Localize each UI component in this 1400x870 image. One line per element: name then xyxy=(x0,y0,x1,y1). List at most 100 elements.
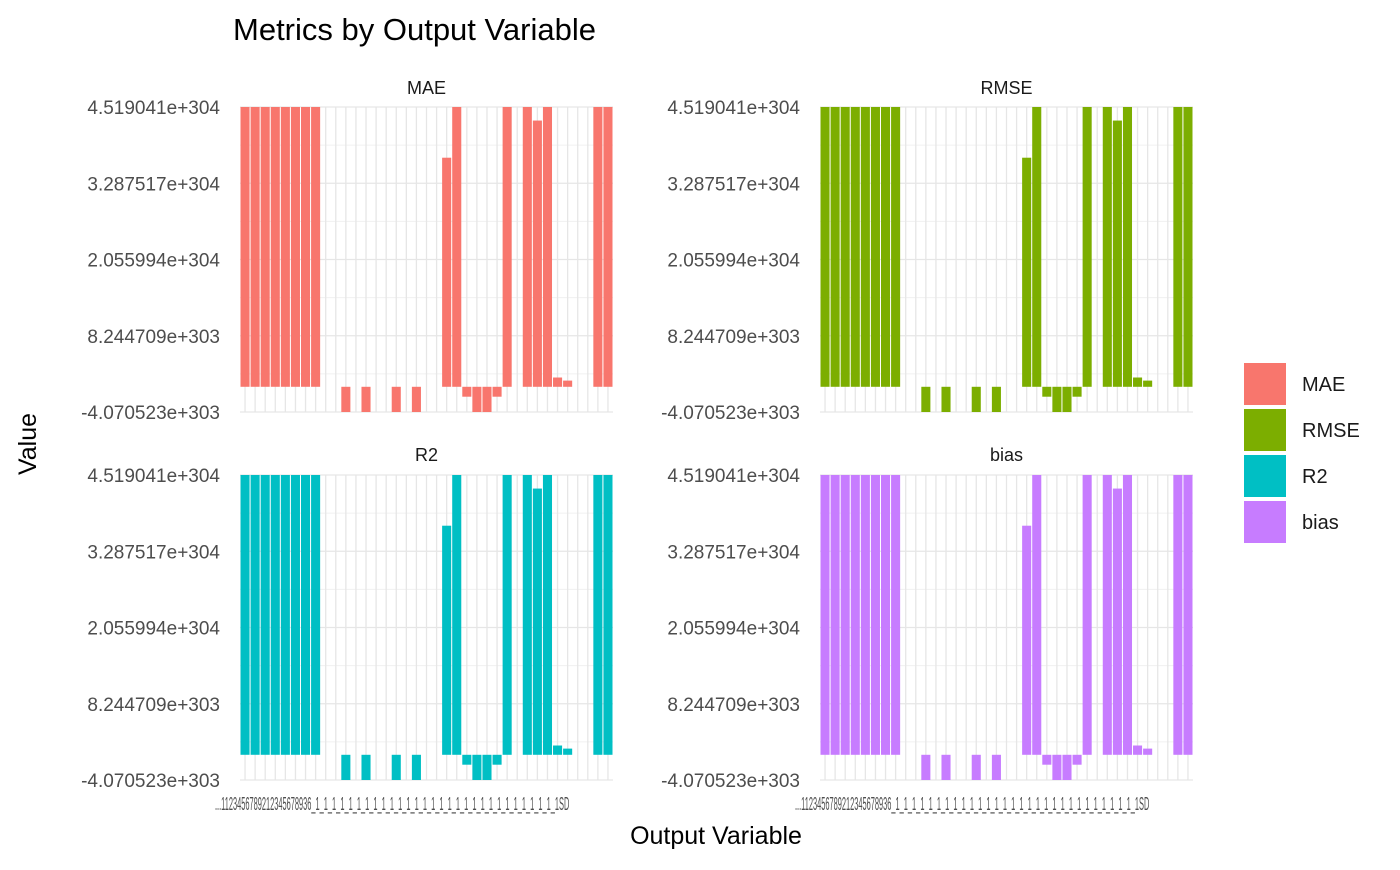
bar xyxy=(553,745,563,755)
y-tick-label: 4.519041e+304 xyxy=(87,466,220,487)
bar xyxy=(452,475,462,755)
bar xyxy=(941,386,951,412)
bar xyxy=(532,488,542,755)
bar xyxy=(1122,107,1133,387)
bar xyxy=(300,107,311,387)
bar xyxy=(1022,157,1032,387)
bar xyxy=(593,475,603,755)
bar xyxy=(280,107,290,387)
y-tick-label: 2.055994e+304 xyxy=(87,251,220,272)
bar xyxy=(442,157,452,387)
bar xyxy=(311,475,321,755)
bar xyxy=(1042,386,1052,397)
bar xyxy=(860,107,870,387)
facet-panel-R2: R2 4.519041e+304 3.287517e+304 2.055994e+30… xyxy=(81,445,613,815)
bar xyxy=(563,748,573,755)
bar xyxy=(270,475,280,755)
bar xyxy=(593,107,603,387)
y-tick-label: 8.244709e+303 xyxy=(667,327,800,348)
bar xyxy=(492,754,502,765)
bar xyxy=(991,386,1001,412)
bar xyxy=(891,475,901,755)
y-tick-label: 2.055994e+304 xyxy=(667,619,800,640)
bar xyxy=(1052,386,1062,412)
bar xyxy=(1042,754,1052,765)
bar xyxy=(1072,386,1082,397)
bar xyxy=(442,525,452,755)
legend: MAE RMSE R2 bias xyxy=(1244,363,1360,543)
chart-title: Metrics by Output Variable xyxy=(233,12,596,47)
legend-item: bias xyxy=(1244,501,1339,543)
facet-panel-MAE: MAE 4.519041e+304 3.287517e+304 2.055994e+3… xyxy=(81,78,613,424)
bar xyxy=(850,475,860,755)
legend-label: MAE xyxy=(1302,374,1345,396)
bar xyxy=(1112,488,1122,755)
bar xyxy=(472,386,482,412)
facet-strip-label: bias xyxy=(990,445,1023,465)
y-tick-label: 4.519041e+304 xyxy=(667,98,800,119)
legend-swatch xyxy=(1244,455,1286,497)
bar xyxy=(1143,748,1153,755)
bar xyxy=(603,107,613,387)
bar xyxy=(820,107,830,387)
legend-swatch xyxy=(1244,501,1286,543)
bar xyxy=(921,754,931,780)
x-tick-labels: ...1123456789212345678936_1_1_1_1_1_1_1_… xyxy=(215,794,569,815)
bar xyxy=(482,386,492,412)
bar xyxy=(1062,386,1072,412)
bar xyxy=(1173,475,1183,755)
y-tick-label: 2.055994e+304 xyxy=(87,619,220,640)
y-tick-label: 3.287517e+304 xyxy=(667,542,800,563)
y-tick-label: -4.070523e+303 xyxy=(81,771,220,792)
bar xyxy=(1122,475,1133,755)
bar xyxy=(240,107,250,387)
bar xyxy=(391,386,401,412)
bar xyxy=(452,107,462,387)
bar xyxy=(361,386,371,412)
y-axis-label: Value xyxy=(14,413,42,475)
y-tick-label: 3.287517e+304 xyxy=(87,542,220,563)
bar xyxy=(1022,525,1032,755)
bar xyxy=(971,386,981,412)
bar xyxy=(472,754,482,780)
bar xyxy=(341,386,351,412)
legend-item: RMSE xyxy=(1244,409,1360,451)
bar xyxy=(1032,107,1042,387)
bar xyxy=(891,107,901,387)
y-tick-label: 8.244709e+303 xyxy=(667,695,800,716)
facet-strip-label: MAE xyxy=(407,78,446,98)
bar xyxy=(553,377,563,387)
legend-item: R2 xyxy=(1244,455,1328,497)
y-tick-label: 4.519041e+304 xyxy=(667,466,800,487)
facet-strip-label: RMSE xyxy=(980,78,1032,98)
bar xyxy=(1183,107,1193,387)
bar xyxy=(240,475,250,755)
y-tick-label: 3.287517e+304 xyxy=(87,174,220,195)
bar xyxy=(1133,377,1143,387)
y-tick-label: -4.070523e+303 xyxy=(81,403,220,424)
facet-panels: MAE 4.519041e+304 3.287517e+304 2.055994e+3… xyxy=(81,78,1193,815)
bar xyxy=(870,475,880,755)
facet-panel-RMSE: RMSE 4.519041e+304 3.287517e+304 2.055994e+… xyxy=(661,78,1193,424)
y-tick-label: 8.244709e+303 xyxy=(87,695,220,716)
bar xyxy=(830,475,840,755)
bar xyxy=(280,475,290,755)
bar xyxy=(840,107,850,387)
bar xyxy=(921,386,931,412)
legend-label: RMSE xyxy=(1302,420,1360,442)
y-tick-label: 8.244709e+303 xyxy=(87,327,220,348)
y-tick-label: 3.287517e+304 xyxy=(667,174,800,195)
bar xyxy=(870,107,880,387)
bar xyxy=(250,475,260,755)
bar xyxy=(820,475,830,755)
y-tick-label: -4.070523e+303 xyxy=(661,403,800,424)
bar xyxy=(880,475,891,755)
bar xyxy=(522,475,532,755)
y-tick-label: -4.070523e+303 xyxy=(661,771,800,792)
bar xyxy=(290,475,300,755)
x-tick-labels: ...1123456789212345678936_1_1_1_1_1_1_1_… xyxy=(795,794,1149,815)
y-tick-label: 4.519041e+304 xyxy=(87,98,220,119)
bar xyxy=(462,386,472,397)
